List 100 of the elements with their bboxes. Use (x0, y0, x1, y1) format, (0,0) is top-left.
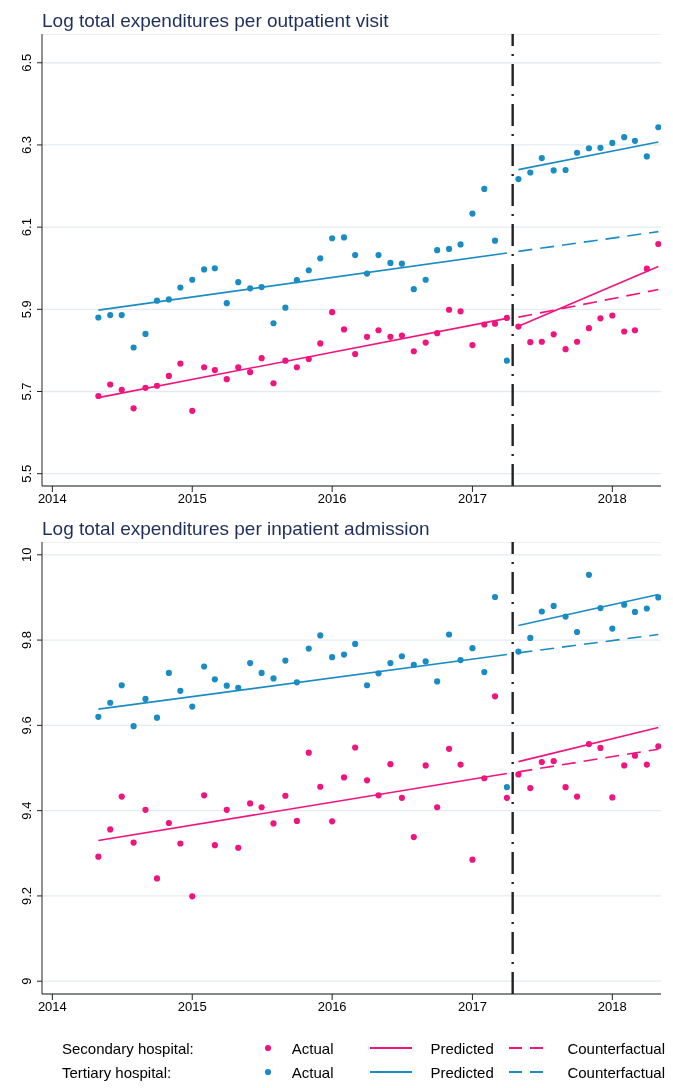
point (329, 309, 336, 316)
point (130, 723, 137, 730)
point (340, 774, 348, 781)
point (317, 255, 324, 262)
point (282, 357, 289, 364)
x-tick-label: 2018 (597, 999, 627, 1015)
y-tick-label: 9.8 (19, 631, 34, 650)
point (177, 687, 184, 694)
point (177, 360, 184, 367)
point (118, 682, 125, 689)
point (375, 327, 382, 334)
point (503, 357, 511, 364)
point (95, 392, 102, 400)
point (189, 703, 196, 710)
y-tick-label: 5.7 (19, 382, 34, 401)
point (375, 251, 382, 259)
point (363, 777, 371, 784)
point (223, 806, 230, 813)
x-tick-label: 2015 (177, 491, 207, 507)
point (107, 826, 114, 833)
point (469, 341, 476, 349)
point (434, 678, 441, 685)
y-tick-label: 6.3 (19, 135, 34, 154)
point (445, 745, 453, 752)
point (165, 372, 172, 379)
point (247, 285, 254, 292)
point (305, 645, 312, 652)
point (247, 369, 254, 376)
point (95, 314, 102, 321)
point (410, 348, 417, 355)
y-tick-label: 5.5 (19, 464, 34, 483)
x-tick-label: 2015 (177, 999, 207, 1015)
point (340, 326, 348, 333)
point (585, 145, 593, 152)
point (118, 311, 125, 319)
point (503, 784, 511, 791)
x-tick-label: 2016 (317, 999, 347, 1015)
point (223, 682, 230, 689)
point (270, 320, 277, 327)
point (609, 625, 616, 632)
point (538, 338, 545, 345)
point (481, 775, 488, 782)
point (363, 682, 371, 689)
point (573, 149, 581, 156)
point (329, 235, 336, 242)
x-tick-label: 2014 (37, 491, 67, 507)
point (223, 376, 230, 383)
point (573, 628, 581, 636)
point (597, 605, 604, 612)
point (573, 338, 581, 345)
point (527, 784, 534, 792)
y-tick-label: 10 (19, 547, 34, 563)
point (410, 661, 417, 668)
point (631, 752, 639, 759)
point (387, 761, 394, 768)
point (107, 381, 114, 388)
point (352, 744, 359, 751)
point (270, 675, 277, 682)
x-tick-label: 2016 (317, 491, 347, 507)
point (643, 265, 650, 272)
point (142, 806, 149, 813)
point (609, 312, 616, 319)
point (655, 240, 661, 248)
point (107, 311, 114, 319)
point (247, 800, 254, 807)
point (211, 842, 218, 849)
point (515, 648, 522, 655)
point (503, 794, 511, 801)
point (153, 875, 161, 882)
text: Secondary hospital: (61, 1039, 195, 1057)
y-tick-label: 9 (19, 977, 34, 985)
point (609, 139, 616, 146)
point (282, 657, 289, 664)
point (515, 771, 522, 778)
point (142, 695, 149, 702)
point (223, 300, 230, 307)
point (95, 713, 102, 720)
point (410, 834, 417, 841)
point (201, 663, 208, 670)
point (621, 601, 628, 608)
point (189, 276, 196, 283)
chart-title: Log total expenditures per inpatient admission (41, 517, 431, 541)
point (410, 286, 417, 293)
point (621, 134, 628, 141)
y-tick-label: 9.6 (19, 716, 34, 735)
point (363, 270, 371, 277)
point (643, 761, 650, 768)
point (142, 384, 149, 391)
point (211, 367, 218, 374)
point (573, 793, 581, 800)
point (469, 210, 476, 217)
point (317, 340, 324, 347)
point (293, 277, 300, 284)
point (153, 714, 161, 721)
point (562, 166, 569, 174)
point (503, 314, 511, 322)
point (235, 279, 242, 286)
point (515, 175, 522, 183)
point (317, 783, 324, 790)
point (142, 330, 149, 338)
